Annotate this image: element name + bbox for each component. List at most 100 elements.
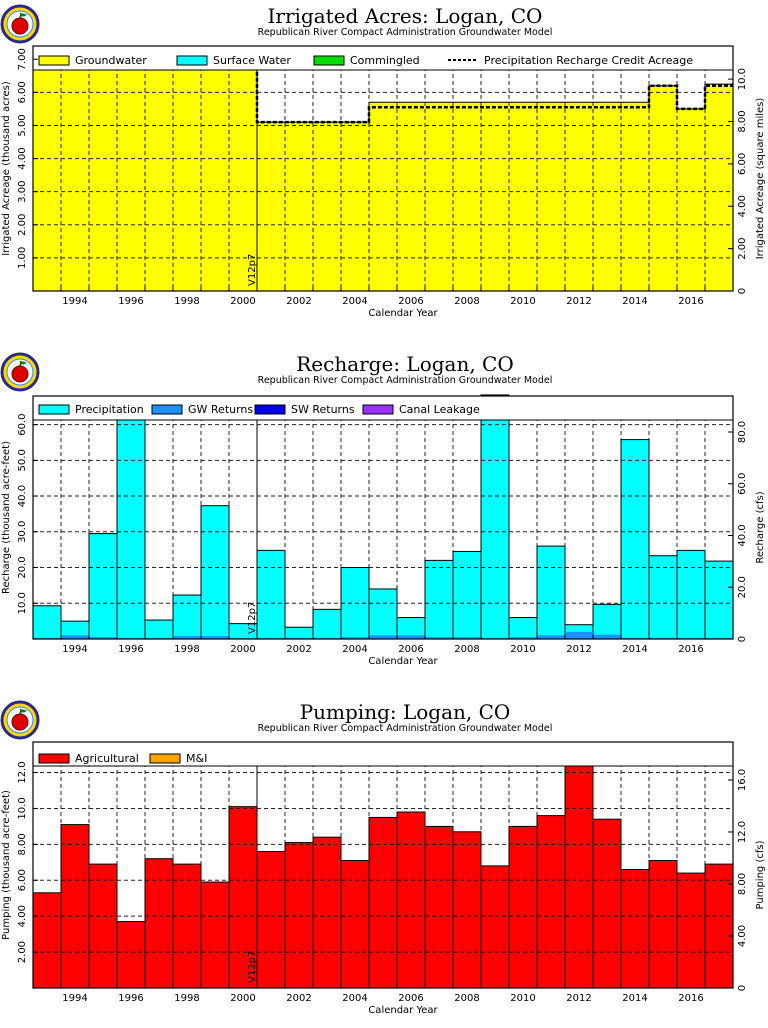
chart-subtitle: Republican River Compact Administration … xyxy=(258,27,553,38)
bar-agricultural-2008 xyxy=(452,831,482,989)
x-tick-label-2012: 2012 xyxy=(566,296,591,307)
bar-precipitation-2010 xyxy=(508,617,538,640)
y-tick-label-4.00: 4.00 xyxy=(17,147,28,169)
bar-precipitation-2003 xyxy=(312,608,342,640)
plot-frame xyxy=(32,395,734,640)
x-tick-label-2014: 2014 xyxy=(622,296,647,307)
x-axis-title: Calendar Year xyxy=(368,308,438,319)
bar-agricultural-2017 xyxy=(704,863,734,989)
x-tick-label-2006: 2006 xyxy=(398,993,423,1004)
legend-swatch-groundwater xyxy=(38,55,70,66)
bar-gw-returns-2012 xyxy=(565,631,593,639)
bar-gw-returns-2011 xyxy=(537,635,565,639)
bar-agricultural-2011 xyxy=(536,815,566,989)
bar-precipitation-2014 xyxy=(620,439,650,640)
x-tick-label-1996: 1996 xyxy=(118,644,143,655)
x-tick-label-2008: 2008 xyxy=(454,644,479,655)
chart-subtitle: Republican River Compact Administration … xyxy=(258,375,553,386)
x-axis-title: Calendar Year xyxy=(368,656,438,667)
y2-tick-label-8.00: 8.00 xyxy=(737,873,748,895)
bar-agricultural-2013 xyxy=(592,818,622,989)
irrigated-acres-panel: Irrigated Acres: Logan, CO Republican Riv… xyxy=(0,0,768,340)
legend-label-precipitation: Precipitation xyxy=(75,403,144,416)
bar-precipitation-2002 xyxy=(284,626,314,640)
bar-precipitation-1996 xyxy=(116,410,146,640)
y-tick-label-6.00: 6.00 xyxy=(17,869,28,891)
x-tick-label-1998: 1998 xyxy=(174,296,199,307)
y-tick-label-2.00: 2.00 xyxy=(17,214,28,236)
bar-precipitation-2001 xyxy=(256,549,286,640)
x-tick-label-2006: 2006 xyxy=(398,644,423,655)
bar-agricultural-2012 xyxy=(564,745,594,989)
bar-precipitation-1997 xyxy=(144,619,174,640)
y-tick-label-1.00: 1.00 xyxy=(17,247,28,269)
y-tick-label-12.0: 12.0 xyxy=(17,761,28,783)
legend: Groundwater Surface Water Commingled Precip… xyxy=(32,45,734,71)
bar-precipitation-1995 xyxy=(88,533,118,640)
chart-title: Irrigated Acres: Logan, CO xyxy=(268,4,543,28)
y-axis-left: 2.00 4.00 6.00 8.00 10.0 12.0 Pumping (thousan… xyxy=(1,761,38,963)
bar-gw-returns-2008 xyxy=(453,637,481,639)
y2-tick-label-6.00: 6.00 xyxy=(737,153,748,175)
y2-tick-label-8.00: 8.00 xyxy=(737,110,748,132)
x-tick-label-2000: 2000 xyxy=(230,296,255,307)
x-tick-label-1998: 1998 xyxy=(174,644,199,655)
bar-agricultural-1997 xyxy=(144,858,174,989)
bar-gw-returns-2013 xyxy=(593,634,621,639)
y-tick-label-20.0: 20.0 xyxy=(17,556,28,578)
y2-tick-label-16.0: 16.0 xyxy=(737,769,748,791)
y-tick-label-10.0: 10.0 xyxy=(17,592,28,614)
y-axis-right: 0 4.00 8.00 12.0 16.0 Pumping (cfs) xyxy=(728,769,766,991)
bar-precipitation-2011 xyxy=(536,545,566,640)
legend-label-m-i: M&I xyxy=(186,752,207,765)
bar-precipitation-2013 xyxy=(592,603,622,640)
bar-agricultural-1995 xyxy=(88,863,118,989)
bar-agricultural-1998 xyxy=(172,863,202,989)
x-tick-label-2008: 2008 xyxy=(454,296,479,307)
bar-agricultural-2010 xyxy=(508,825,538,989)
x-tick-label-1994: 1994 xyxy=(62,644,87,655)
logo-leaf xyxy=(20,13,26,17)
x-tick-label-2004: 2004 xyxy=(342,644,367,655)
apple-logo-icon xyxy=(0,352,40,392)
y2-tick-label-20.0: 20.0 xyxy=(737,576,748,598)
bar-agricultural-1999 xyxy=(200,881,230,989)
x-tick-label-1994: 1994 xyxy=(62,296,87,307)
plot-frame xyxy=(32,45,734,292)
x-tick-label-2016: 2016 xyxy=(678,993,703,1004)
bar-precipitation-1993 xyxy=(32,605,62,640)
x-tick-label-2000: 2000 xyxy=(230,644,255,655)
y-axis-title-right: Pumping (cfs) xyxy=(755,840,766,909)
bar-agricultural-2005 xyxy=(368,816,398,989)
legend-label-sw-returns: SW Returns xyxy=(291,403,355,416)
legend-swatch-agricultural xyxy=(38,753,70,764)
legend-label-surface-water: Surface Water xyxy=(213,54,291,67)
chart-title: Pumping: Logan, CO xyxy=(300,700,511,724)
bar-precipitation-2008 xyxy=(452,550,482,640)
legend-label-gw-returns: GW Returns xyxy=(188,403,253,416)
bar-gw-returns-1995 xyxy=(89,637,117,639)
bar-gw-returns-2006 xyxy=(397,635,425,639)
y-axis-left: 1.00 2.00 3.00 4.00 5.00 6.00 7.00 Irrigated Ac… xyxy=(1,48,38,269)
legend-swatch-commingled xyxy=(313,55,345,66)
x-tick-label-2002: 2002 xyxy=(286,296,311,307)
x-tick-label-2012: 2012 xyxy=(566,993,591,1004)
chart-title: Recharge: Logan, CO xyxy=(296,352,514,376)
y-axis-right: 0 2.00 4.00 6.00 8.00 10.0 Irrigated Acreage (… xyxy=(728,68,766,294)
x-tick-label-2016: 2016 xyxy=(678,644,703,655)
y-axis-left: 10.0 20.0 30.0 40.0 50.0 60.0 Recharge (thousa… xyxy=(1,413,38,614)
x-tick-label-2004: 2004 xyxy=(342,993,367,1004)
logo-leaf xyxy=(20,361,26,365)
x-tick-label-2010: 2010 xyxy=(510,644,535,655)
y-tick-label-3.00: 3.00 xyxy=(17,181,28,203)
bar-gw-returns-1999 xyxy=(201,636,229,639)
bar-agricultural-1994 xyxy=(60,824,90,989)
x-tick-label-2002: 2002 xyxy=(286,644,311,655)
bar-agricultural-2015 xyxy=(648,860,678,989)
y-axis-title-left: Recharge (thousand acre-feet) xyxy=(1,441,12,594)
bar-precipitation-2007 xyxy=(424,559,454,640)
legend-swatch-canal-leakage xyxy=(362,404,394,415)
x-tick-label-2010: 2010 xyxy=(510,296,535,307)
bar-precipitation-1998 xyxy=(172,594,202,640)
x-axis-title: Calendar Year xyxy=(368,1005,438,1016)
